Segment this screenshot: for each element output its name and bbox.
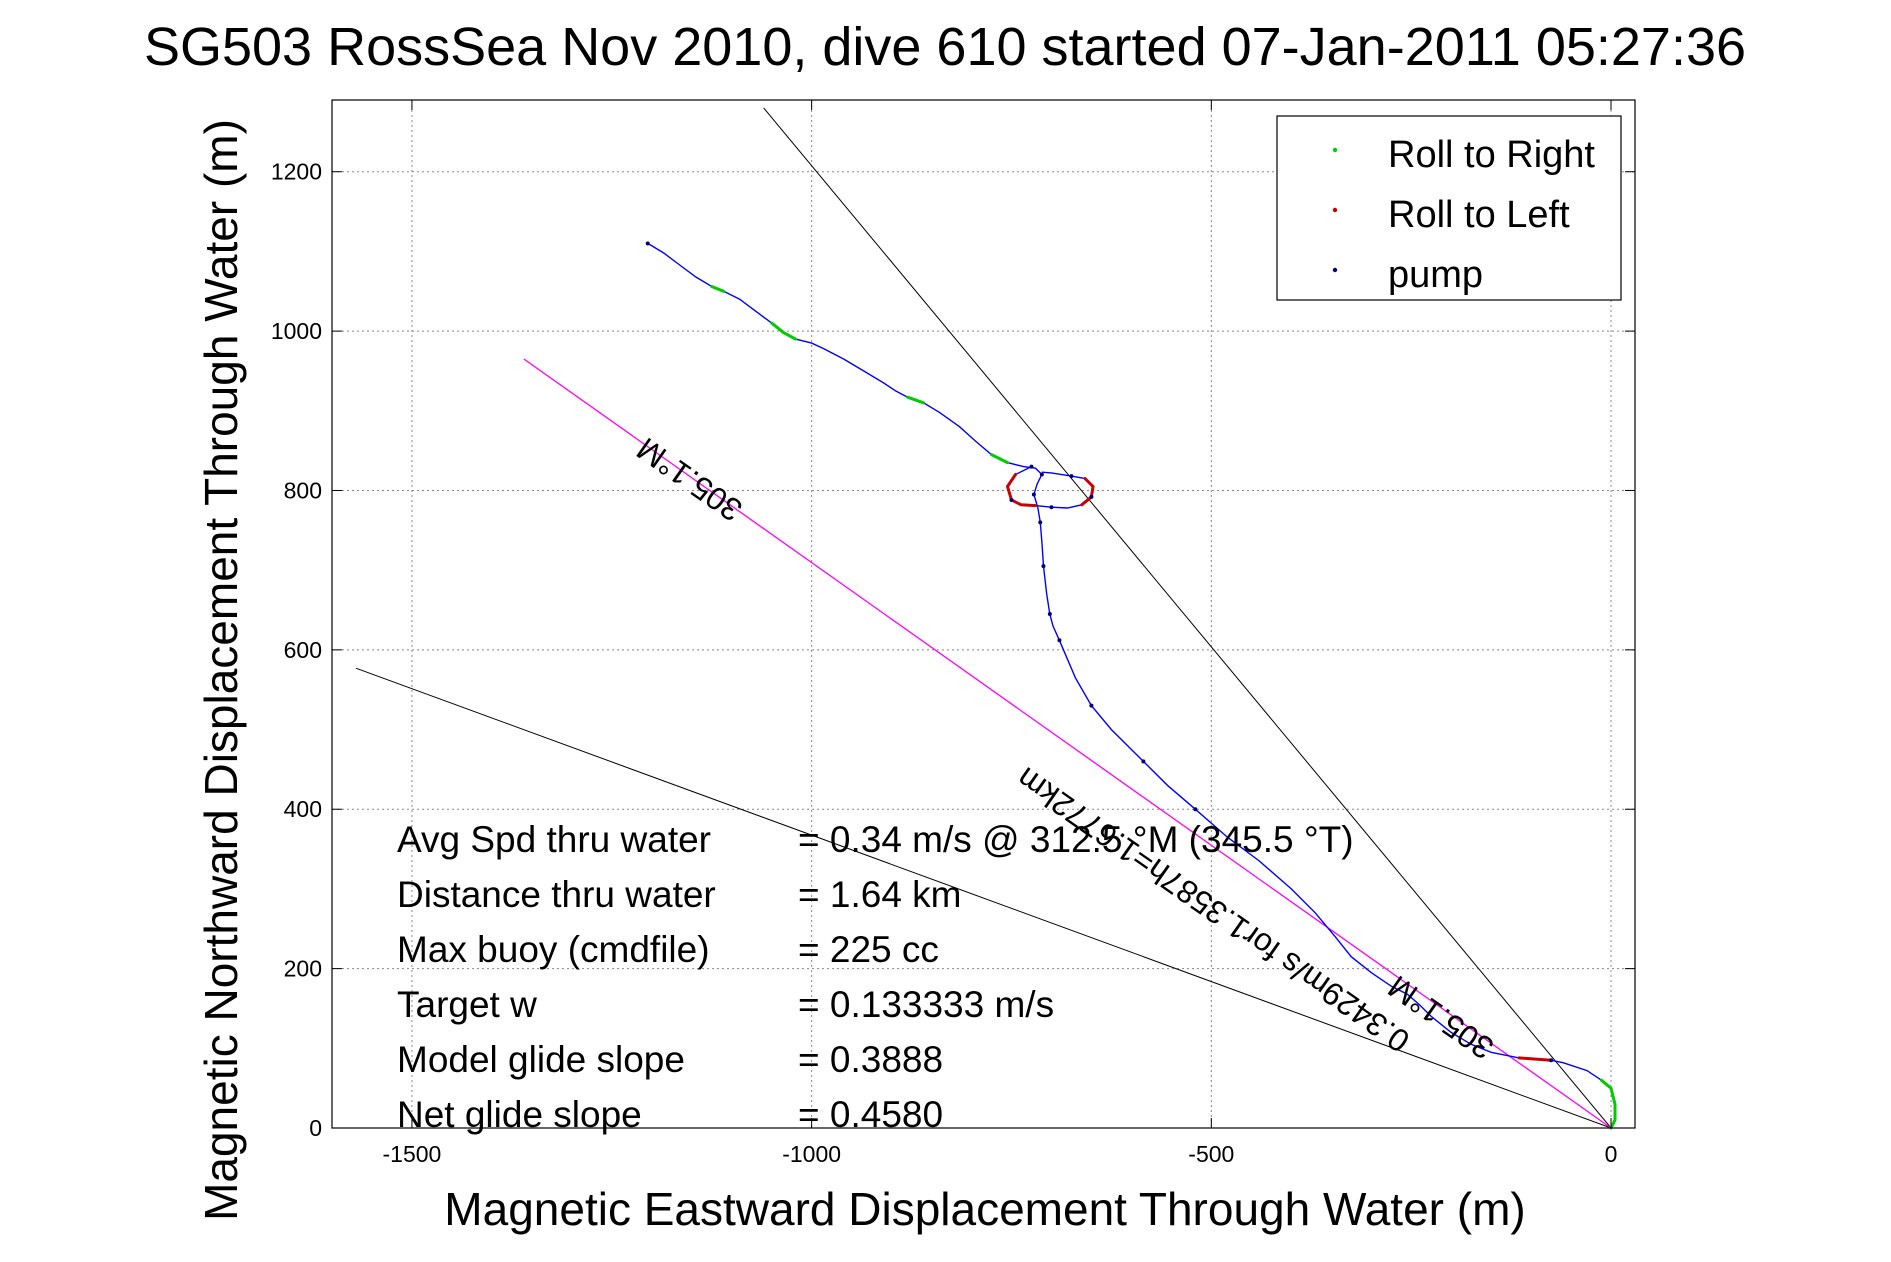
y-axis-ticks: 0 200 400 600 800 1000 1200 — [271, 159, 1635, 1141]
legend-marker — [1332, 147, 1338, 153]
y-tick-label: 600 — [284, 637, 322, 663]
reference-line — [355, 667, 1612, 1128]
pump-marker — [1029, 464, 1034, 469]
track-line — [647, 242, 1616, 1129]
pump-marker — [1038, 520, 1043, 525]
roll-right-marker — [710, 285, 726, 293]
legend-marker — [1332, 267, 1338, 273]
stat-label: Model glide slope — [397, 1039, 685, 1080]
pump-marker — [1031, 492, 1036, 497]
pump-marker — [1089, 703, 1094, 708]
stat-label: Max buoy (cmdfile) — [397, 929, 710, 970]
pump-marker — [1057, 638, 1062, 643]
y-tick-label: 1200 — [271, 159, 322, 185]
x-axis-ticks: -1500 -1000 -500 0 — [383, 100, 1618, 1167]
pump-marker — [1089, 494, 1094, 499]
stat-label: Avg Spd thru water — [397, 819, 711, 860]
legend-marker — [1332, 207, 1338, 213]
stat-value: = 1.64 km — [798, 874, 962, 915]
stat-label: Net glide slope — [397, 1094, 642, 1135]
glider-track — [647, 242, 1616, 1129]
roll-left-marker — [1517, 1056, 1553, 1062]
chart-title: SG503 RossSea Nov 2010, dive 610 started… — [144, 17, 1746, 77]
legend-label: Roll to Right — [1388, 134, 1595, 176]
chart-annotation: 0.3429m/s for1.3587h=1.6772km — [1010, 760, 1416, 1059]
stats-panel: Avg Spd thru water = 0.34 m/s @ 312.5 °M … — [397, 819, 1354, 1135]
reference-lines — [355, 107, 1612, 1128]
roll-pump-markers — [645, 241, 1617, 1130]
y-tick-label: 0 — [309, 1115, 322, 1141]
pump-marker — [1047, 612, 1052, 616]
chart-annotation: 305.1°M — [630, 431, 749, 529]
pump-marker — [1049, 505, 1054, 510]
stat-value: = 0.4580 — [798, 1094, 943, 1135]
x-tick-label: -500 — [1188, 1141, 1234, 1167]
roll-right-marker — [770, 321, 798, 341]
roll-left-marker — [1080, 477, 1095, 507]
track-loop — [1006, 465, 1094, 509]
roll-right-marker — [1599, 1078, 1617, 1130]
stat-value: = 0.34 m/s @ 312.5 °M (345.5 °T) — [798, 819, 1354, 860]
roll-right-marker — [990, 453, 1009, 465]
stat-value: = 225 cc — [798, 929, 939, 970]
heading-line — [523, 358, 1612, 1129]
stat-value: = 0.3888 — [798, 1039, 943, 1080]
x-tick-label: 0 — [1605, 1141, 1618, 1167]
y-axis-label: Magnetic Northward Displacement Through … — [195, 119, 247, 1221]
heading-line-segment — [523, 358, 1612, 1129]
legend-label: pump — [1388, 254, 1483, 296]
pump-marker — [1141, 759, 1146, 764]
pump-marker — [1009, 498, 1014, 503]
plot-frame — [331, 99, 1636, 1129]
x-tick-label: -1500 — [383, 1141, 442, 1167]
y-tick-label: 800 — [284, 477, 322, 503]
stat-value: = 0.133333 m/s — [798, 984, 1054, 1025]
pump-marker — [1549, 1058, 1554, 1063]
x-tick-label: -1000 — [782, 1141, 841, 1167]
stat-label: Target w — [397, 984, 537, 1025]
legend: Roll to Right Roll to Left pump — [1276, 115, 1622, 301]
y-tick-label: 400 — [284, 796, 322, 822]
y-tick-label: 1000 — [271, 318, 322, 344]
x-axis-label: Magnetic Eastward Displacement Through W… — [444, 1183, 1525, 1235]
y-tick-label: 200 — [284, 956, 322, 982]
reference-line — [763, 107, 1612, 1128]
pump-marker — [1193, 807, 1198, 812]
pump-marker — [1069, 474, 1074, 479]
pump-marker — [645, 241, 650, 246]
pump-marker — [1041, 564, 1046, 569]
roll-right-marker — [906, 395, 925, 405]
stat-label: Distance thru water — [397, 874, 716, 915]
legend-label: Roll to Left — [1388, 194, 1570, 236]
pump-marker — [1039, 472, 1044, 477]
